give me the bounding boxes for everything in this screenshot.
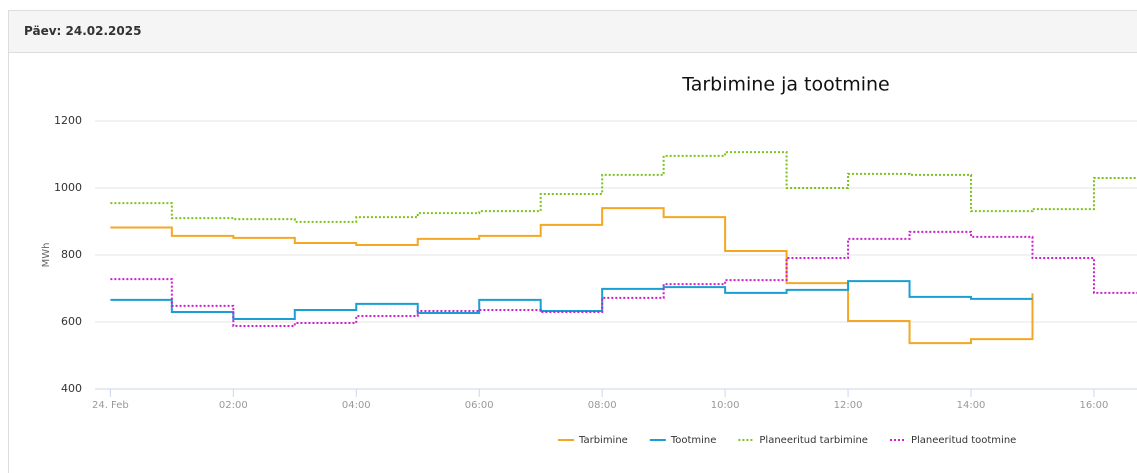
- y-tick-label: 400: [61, 382, 82, 395]
- x-tick-label: 02:00: [219, 400, 248, 411]
- x-tick-label: 10:00: [711, 400, 740, 411]
- chart-title: Tarbimine ja tootmine: [681, 74, 889, 96]
- legend-label: Tootmine: [670, 435, 717, 446]
- x-tick-label: 06:00: [465, 400, 494, 411]
- x-tick-label: 16:00: [1080, 400, 1109, 411]
- series-line: [110, 207, 1034, 345]
- y-tick-label: 600: [61, 315, 82, 328]
- x-tick-label: 14:00: [957, 400, 986, 411]
- header-title: Päev: 24.02.2025: [9, 11, 1137, 53]
- plot-lines: [110, 151, 1137, 345]
- series-line: [110, 230, 1137, 328]
- legend-label: Planeeritud tarbimine: [759, 435, 868, 446]
- x-tick-label: 04:00: [342, 400, 371, 411]
- card: Päev: 24.02.2025: [8, 10, 1137, 473]
- x-tick-label: 24. Feb: [92, 400, 129, 411]
- y-tick-label: 800: [61, 248, 82, 261]
- series-line: [110, 280, 1033, 320]
- legend-label: Tarbimine: [578, 435, 628, 446]
- y-tick-label: 1200: [54, 114, 82, 127]
- y-axis-label: MWh: [41, 243, 52, 268]
- x-tick-label: 08:00: [588, 400, 617, 411]
- legend-label: Planeeritud tootmine: [911, 435, 1016, 446]
- x-tick-label: 12:00: [834, 400, 863, 411]
- y-tick-label: 1000: [54, 181, 82, 194]
- series-line: [110, 151, 1137, 223]
